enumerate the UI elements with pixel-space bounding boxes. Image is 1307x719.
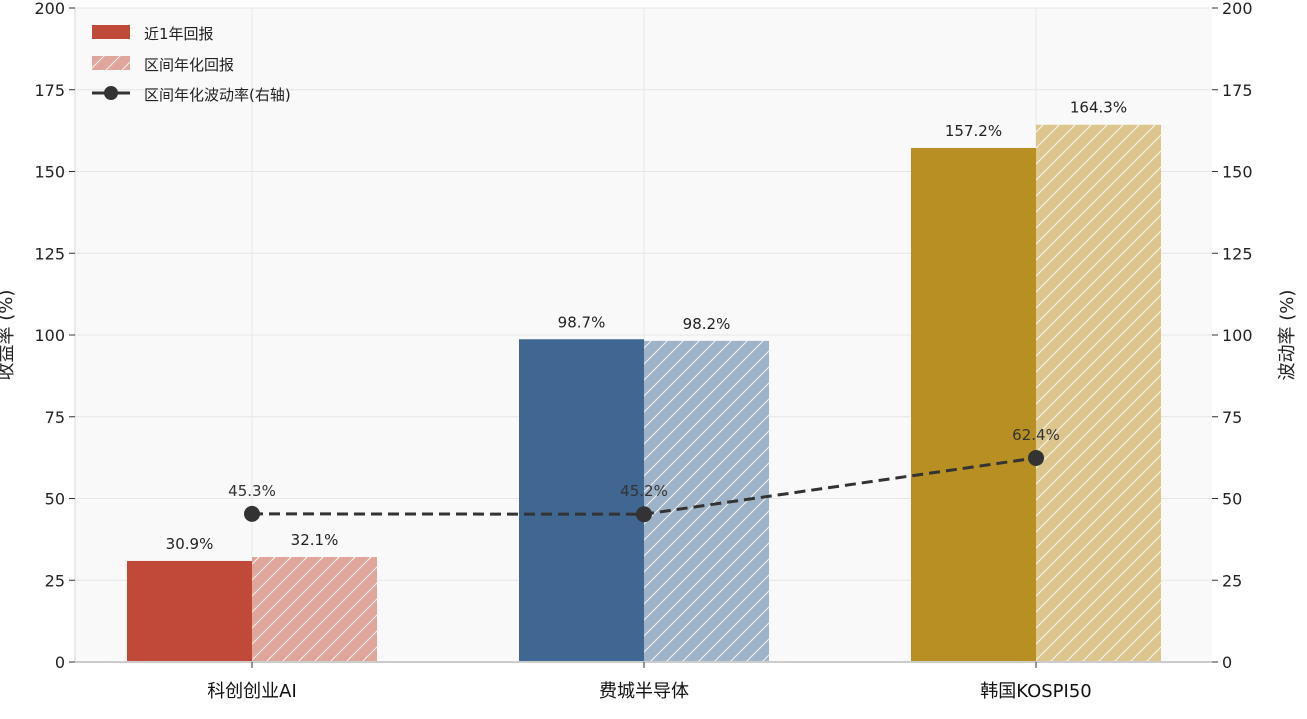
bar-hatch-overlay — [252, 557, 377, 662]
bar-value-label: 164.3% — [1070, 99, 1127, 117]
y-axis-label-left: 收益率 (%) — [0, 290, 17, 381]
volatility-value-label: 62.4% — [1012, 426, 1060, 444]
volatility-value-label: 45.3% — [228, 482, 276, 500]
y-tick-label-left: 150 — [34, 163, 65, 182]
bar-hatch-overlay — [1036, 124, 1161, 662]
volatility-point — [1028, 449, 1044, 466]
bar-hatch-overlay — [644, 340, 769, 662]
category-label: 韩国KOSPI50 — [980, 681, 1091, 702]
bar-1y-return — [519, 339, 644, 662]
volatility-point — [636, 506, 652, 523]
legend-label-annualized-return: 区间年化回报 — [144, 56, 234, 74]
category-label: 科创创业AI — [207, 681, 297, 702]
legend-label-volatility: 区间年化波动率(右轴) — [144, 86, 291, 104]
y-tick-label-left: 125 — [34, 244, 65, 263]
category-label: 费城半导体 — [599, 681, 689, 702]
y-tick-label-left: 75 — [45, 408, 65, 427]
legend-label-1y-return: 近1年回报 — [144, 25, 214, 43]
bar-1y-return — [127, 560, 252, 662]
y-tick-label-right: 50 — [1222, 490, 1242, 509]
y-tick-label-right: 100 — [1222, 326, 1253, 345]
volatility-line — [244, 449, 1044, 523]
bar-value-label: 157.2% — [945, 122, 1002, 140]
y-tick-label-left: 50 — [45, 490, 65, 509]
y-tick-label-left: 200 — [34, 0, 65, 18]
data-labels: 30.9% 32.1% 98.7% 98.2% 157.2% 164.3% 45.3% 45.… — [166, 99, 1127, 553]
y-tick-label-right: 150 — [1222, 163, 1253, 182]
bar-value-label: 30.9% — [166, 535, 214, 553]
y-tick-label-right: 75 — [1222, 408, 1242, 427]
y-tick-label-right: 0 — [1222, 653, 1232, 672]
legend-swatch-volatility-marker — [104, 86, 118, 100]
bar-value-label: 98.7% — [558, 313, 606, 331]
y-axis-label-right: 波动率 (%) — [1277, 290, 1298, 381]
bar-value-label: 32.1% — [291, 531, 339, 549]
y-tick-label-left: 175 — [34, 81, 65, 100]
bars — [127, 124, 1161, 662]
y-tick-label-right: 200 — [1222, 0, 1253, 18]
y-tick-label-right: 175 — [1222, 81, 1253, 100]
legend-swatch-hatch — [92, 56, 130, 70]
volatility-value-label: 45.2% — [620, 482, 668, 500]
legend-swatch-1y-return — [92, 25, 130, 39]
bar-1y-return — [911, 147, 1036, 662]
y-tick-label-right: 125 — [1222, 244, 1253, 263]
y-tick-label-left: 0 — [55, 653, 65, 672]
ticks: 0 0 25 25 50 50 75 75 100 100 125 125 150 150 175 175 20… — [34, 0, 1252, 702]
y-tick-label-right: 25 — [1222, 571, 1242, 590]
bar-value-label: 98.2% — [683, 315, 731, 333]
volatility-point — [244, 505, 260, 522]
y-tick-label-left: 25 — [45, 571, 65, 590]
y-tick-label-left: 100 — [34, 326, 65, 345]
